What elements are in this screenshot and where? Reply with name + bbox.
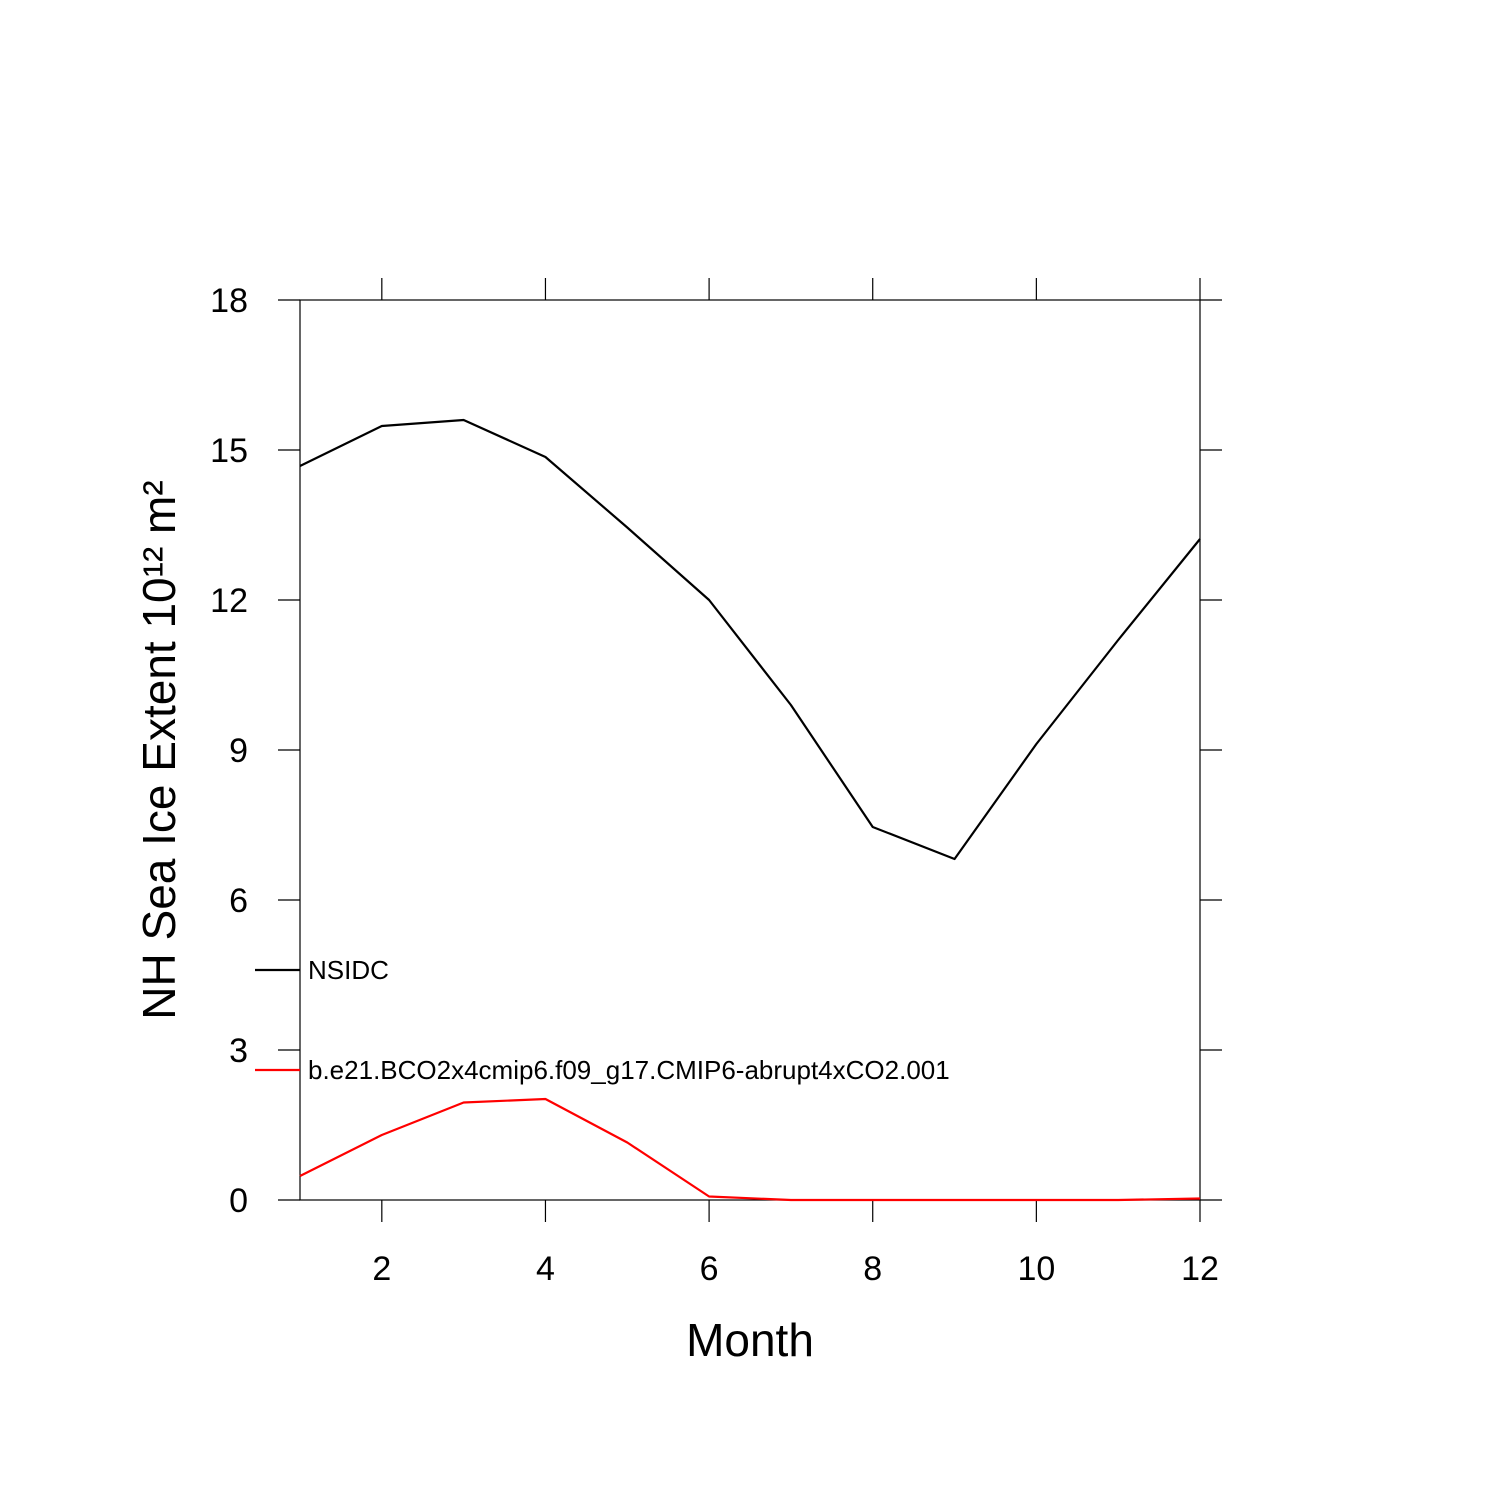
y-axis-label: NH Sea Ice Extent 10¹² m² bbox=[133, 480, 185, 1019]
series-line bbox=[299, 418, 1201, 861]
legend-label: b.e21.BCO2x4cmip6.f09_g17.CMIP6-abrupt4x… bbox=[308, 1055, 950, 1085]
y-tick-label: 3 bbox=[229, 1032, 248, 1070]
y-tick-label: 0 bbox=[229, 1182, 248, 1220]
x-tick-label: 12 bbox=[1181, 1250, 1219, 1288]
x-tick-label: 4 bbox=[536, 1250, 555, 1288]
y-tick-label: 9 bbox=[229, 732, 248, 770]
y-tick-label: 6 bbox=[229, 882, 248, 920]
x-tick-label: 2 bbox=[372, 1250, 391, 1288]
y-tick-label: 12 bbox=[210, 582, 248, 620]
x-tick-label: 6 bbox=[700, 1250, 719, 1288]
x-tick-label: 10 bbox=[1017, 1250, 1055, 1288]
y-tick-label: 15 bbox=[210, 432, 248, 470]
x-axis-label: Month bbox=[686, 1314, 814, 1366]
x-tick-label: 8 bbox=[863, 1250, 882, 1288]
y-tick-label: 18 bbox=[210, 282, 248, 320]
series-line bbox=[299, 1097, 1201, 1202]
legend-label: NSIDC bbox=[308, 955, 389, 985]
